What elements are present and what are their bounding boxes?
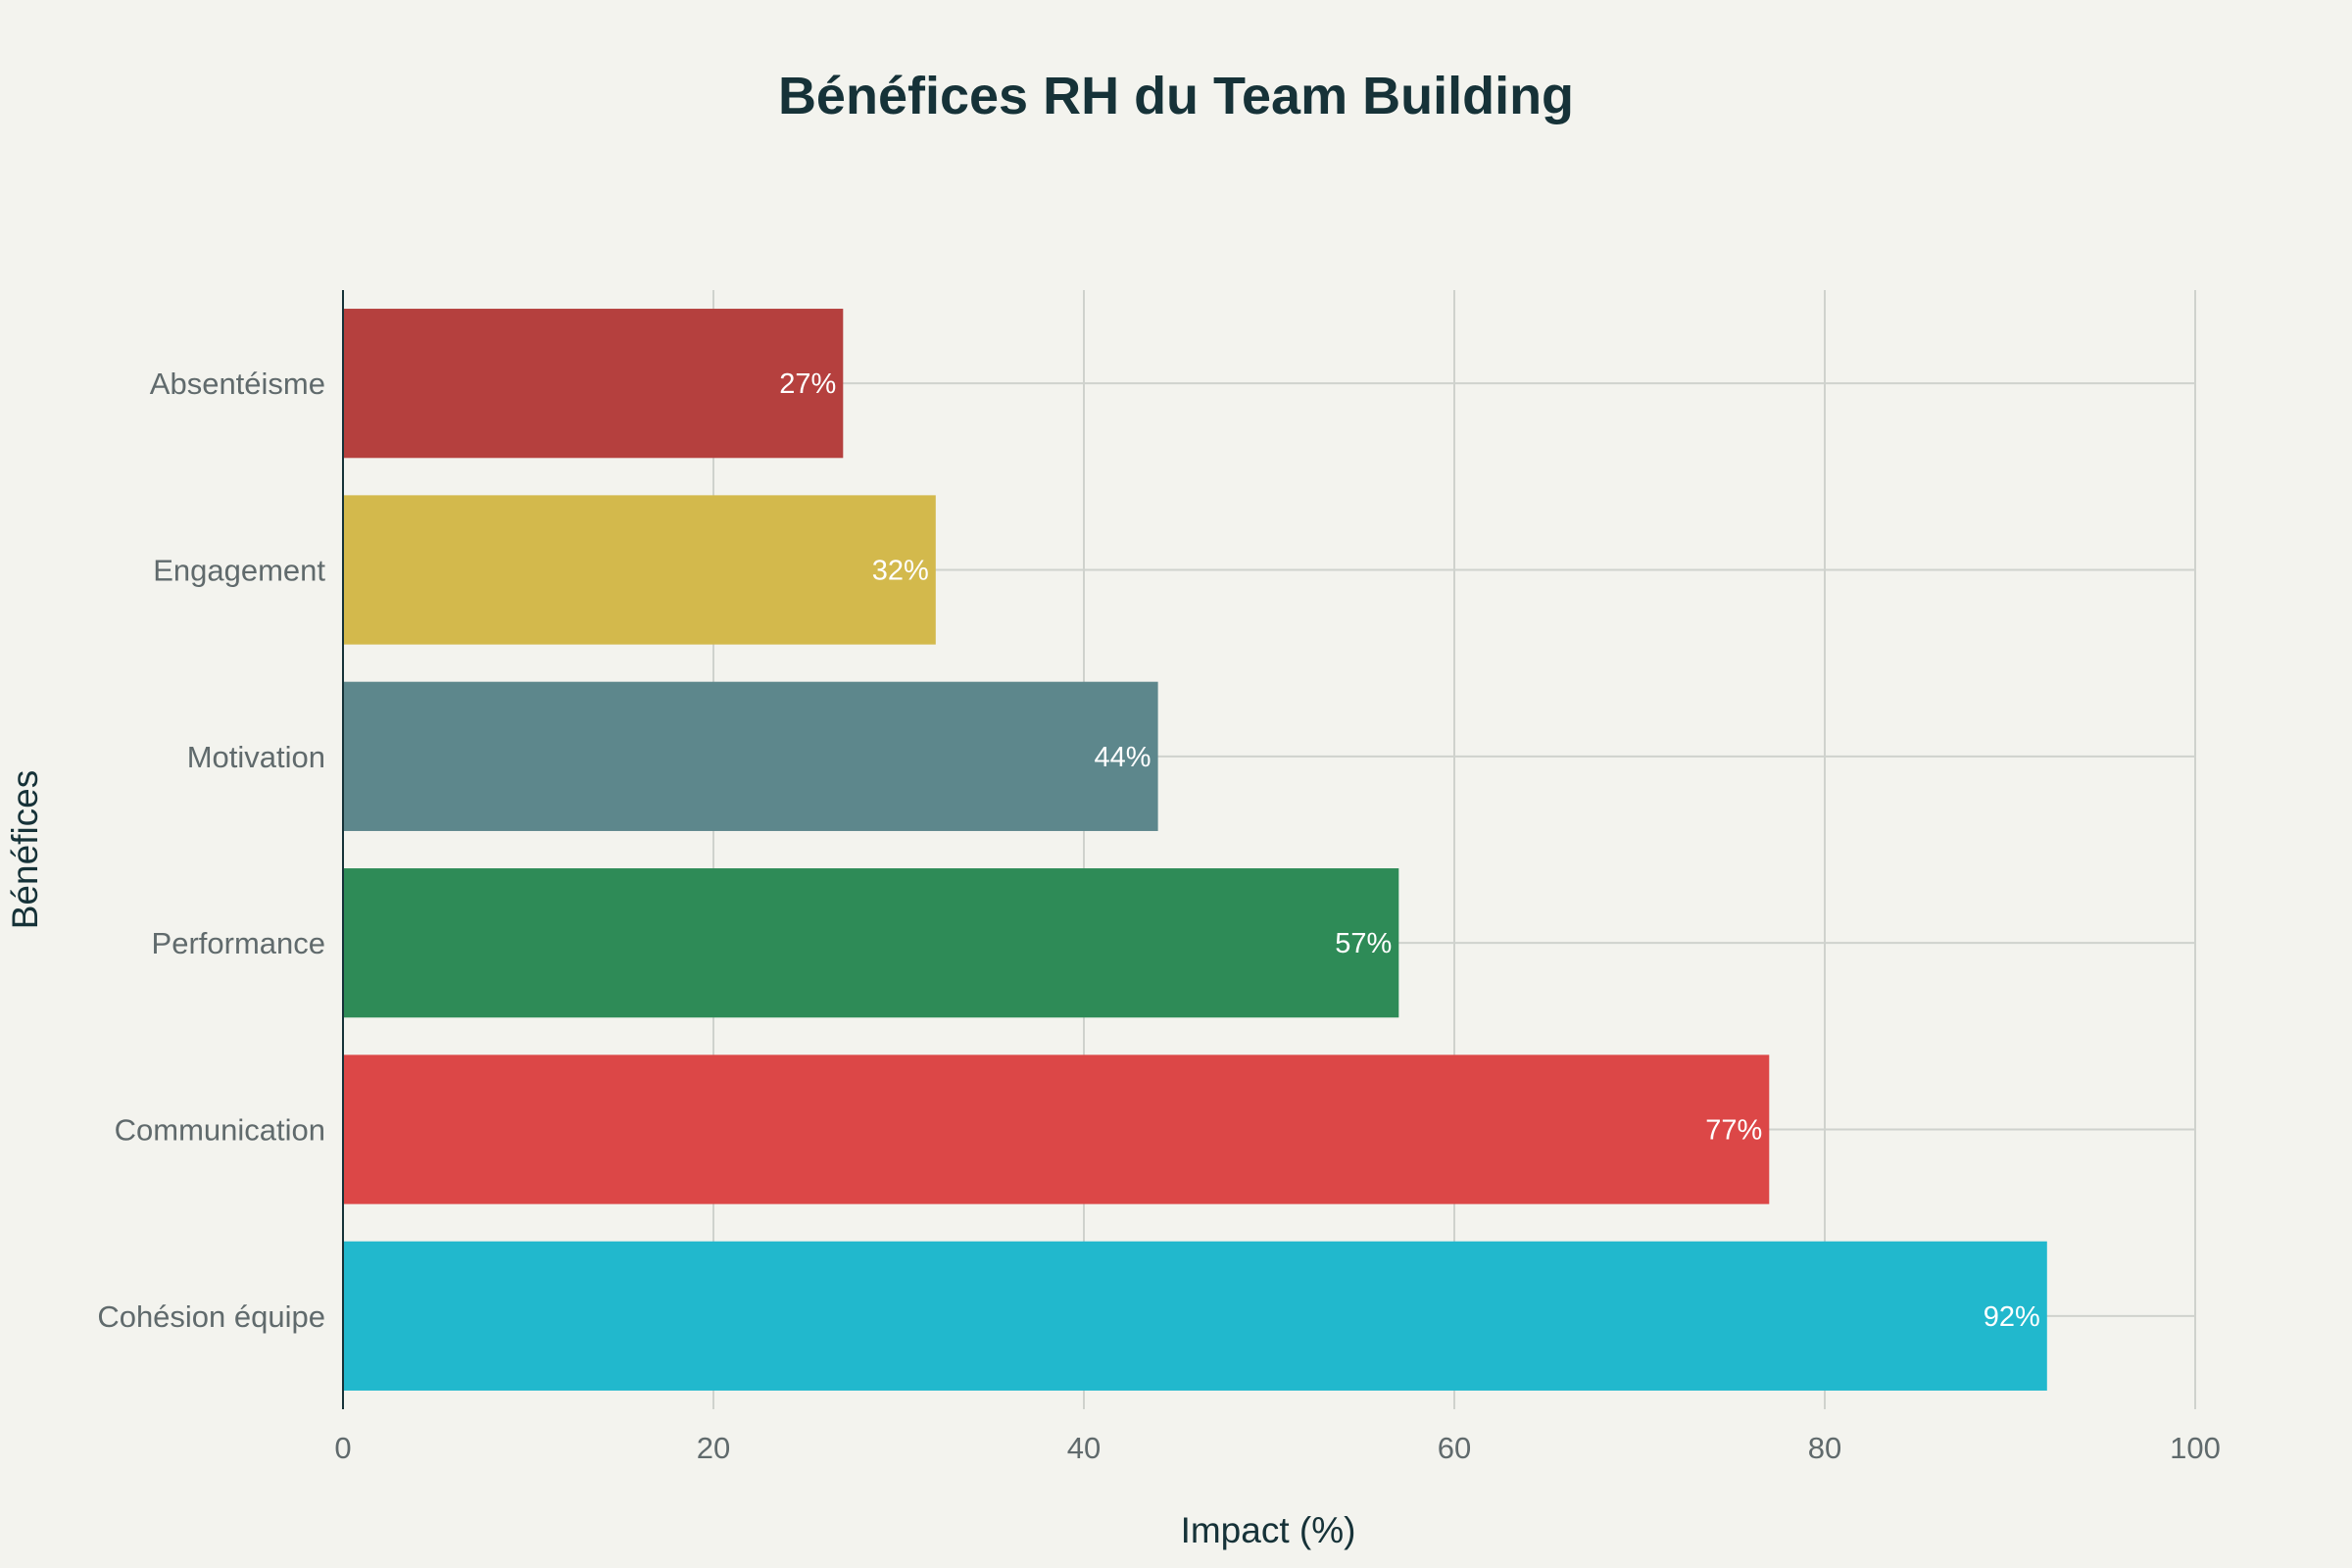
bar-value-label: 32%	[872, 556, 929, 587]
chart-title: Bénéfices RH du Team Building	[778, 67, 1574, 125]
x-tick-label: 20	[697, 1431, 730, 1465]
bar	[343, 868, 1399, 1018]
bar	[343, 495, 936, 645]
y-tick-labels: Cohésion équipe Communication Performance M…	[97, 367, 325, 1334]
x-tick-label: 80	[1808, 1431, 1841, 1465]
y-tick-label: Performance	[152, 926, 325, 960]
bar-value-label: 27%	[779, 368, 836, 400]
x-tick-label: 100	[2170, 1431, 2221, 1465]
x-axis-title: Impact (%)	[1181, 1510, 1356, 1550]
y-tick-label: Communication	[115, 1113, 325, 1148]
bar-value-label: 92%	[1984, 1301, 2040, 1333]
y-axis-title: Bénéfices	[5, 770, 45, 930]
y-tick-label: Engagement	[153, 554, 325, 588]
bar	[343, 681, 1158, 831]
y-tick-label: Cohésion équipe	[97, 1299, 325, 1334]
y-tick-label: Absentéisme	[150, 367, 325, 401]
x-tick-label: 40	[1067, 1431, 1101, 1465]
bars	[343, 309, 2047, 1391]
bar	[343, 309, 844, 459]
x-tick-labels: 0 20 40 60 80 100	[334, 1431, 2220, 1465]
y-tick-label: Motivation	[187, 740, 325, 774]
bar-value-label: 44%	[1095, 742, 1152, 773]
bar-value-label: 77%	[1705, 1115, 1762, 1147]
bar	[343, 1241, 2047, 1391]
x-tick-label: 60	[1438, 1431, 1471, 1465]
bar	[343, 1054, 1770, 1204]
bar-value-label: 57%	[1335, 928, 1392, 959]
x-tick-label: 0	[334, 1431, 351, 1465]
bar-value-labels: 92% 77% 57% 44% 32% 27%	[779, 368, 2040, 1333]
